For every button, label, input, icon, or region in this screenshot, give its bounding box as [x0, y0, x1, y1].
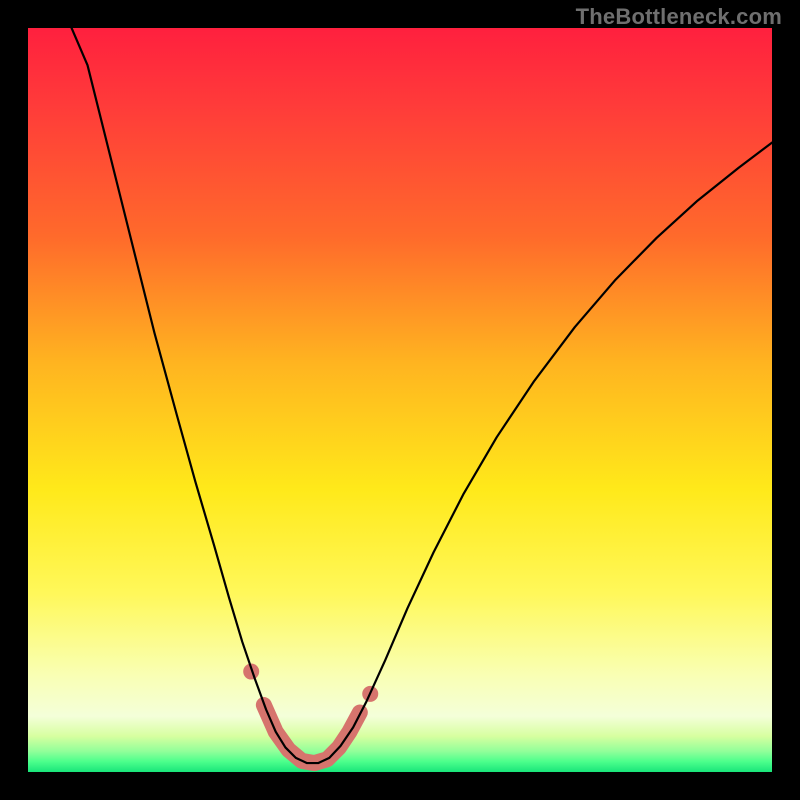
- curve-layer: [28, 28, 772, 772]
- watermark-text: TheBottleneck.com: [576, 4, 782, 30]
- chart-stage: TheBottleneck.com: [0, 0, 800, 800]
- plot-area: [28, 28, 772, 772]
- bottleneck-curve: [65, 28, 772, 763]
